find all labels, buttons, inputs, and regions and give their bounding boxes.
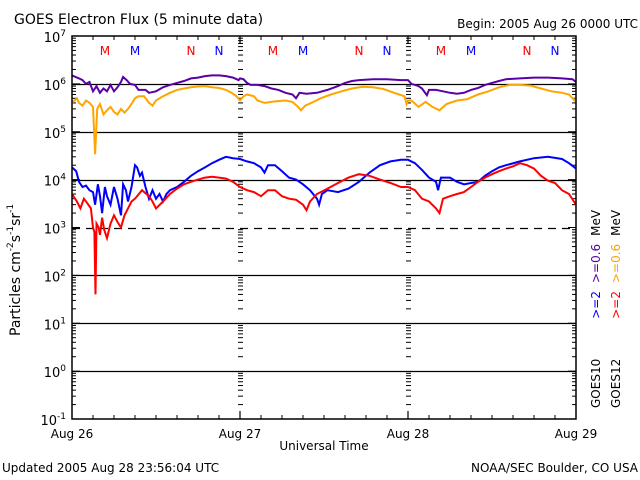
y-tick-label: 100 <box>44 364 67 381</box>
event-marker: M <box>298 44 308 58</box>
y-tick-label: 106 <box>44 77 67 94</box>
plot-frame <box>71 35 577 420</box>
legend-entry: >=0.6 <box>609 244 623 283</box>
legend-unit: MeV <box>609 209 623 236</box>
y-tick-label: 107 <box>44 29 66 46</box>
x-tick-label: Aug 26 <box>51 427 94 441</box>
y-tick-exponent: 5 <box>60 125 66 135</box>
legend-group: GOES10 >=2 >=0.6 MeV <box>589 209 603 408</box>
x-tick-labels: Aug 26 Aug 27 Aug 28 Aug 29 <box>51 427 598 441</box>
legend-satellite: GOES10 <box>589 359 603 408</box>
event-marker: M <box>100 44 110 58</box>
y-tick-label: 104 <box>44 173 67 190</box>
ylabel-exponent: -2 <box>6 242 16 251</box>
reference-lines <box>72 83 576 373</box>
axis-ticks <box>72 35 576 420</box>
y-tick-exponent: 0 <box>60 364 66 374</box>
legend: GOES10 >=2 >=0.6 MeV GOES12 >=2 >=0.6 MeV <box>589 209 623 408</box>
x-tick-label: Aug 29 <box>555 427 598 441</box>
y-tick-exponent: 6 <box>60 77 66 87</box>
chart-subtitle: Begin: 2005 Aug 26 0000 UTC <box>457 17 638 31</box>
ylabel-text: s <box>8 235 24 242</box>
chart-title: GOES Electron Flux (5 minute data) <box>14 12 263 28</box>
y-tick-exponent: 4 <box>60 173 66 183</box>
y-axis-label: Particles cm-2s-1sr-1 <box>6 204 24 336</box>
ylabel-text: Particles cm <box>8 251 24 336</box>
y-tick-base: 10 <box>44 318 61 333</box>
y-tick-exponent: 7 <box>60 29 66 39</box>
footer-credit: NOAA/SEC Boulder, CO USA <box>471 461 639 475</box>
legend-entry: >=0.6 <box>589 244 603 283</box>
y-tick-label: 10-1 <box>40 412 66 429</box>
event-marker: N <box>551 44 560 58</box>
event-marker: N <box>523 44 532 58</box>
ylabel-exponent: -1 <box>6 226 16 235</box>
series-line-goes10-0-6-mev <box>71 74 577 100</box>
y-tick-exponent: -1 <box>57 412 66 422</box>
x-axis-label: Universal Time <box>279 439 368 453</box>
legend-entry: >=2 <box>609 291 623 319</box>
footer-updated: Updated 2005 Aug 28 23:56:04 UTC <box>2 461 219 475</box>
series-lines <box>71 74 577 295</box>
series-line-goes12-0-6-mev <box>71 83 577 155</box>
y-tick-label: 101 <box>44 316 66 333</box>
event-marker: M <box>466 44 476 58</box>
ylabel-text: sr <box>8 213 24 226</box>
y-tick-base: 10 <box>44 175 61 190</box>
event-marker: M <box>130 44 140 58</box>
event-marker: N <box>355 44 364 58</box>
ylabel-exponent: -1 <box>6 204 16 213</box>
y-tick-base: 10 <box>44 79 61 94</box>
y-tick-base: 10 <box>44 223 61 238</box>
legend-satellite: GOES12 <box>609 359 623 408</box>
x-tick-label: Aug 28 <box>387 427 430 441</box>
event-marker: M <box>436 44 446 58</box>
event-marker: N <box>215 44 224 58</box>
y-tick-base: 10 <box>44 31 61 46</box>
legend-group: GOES12 >=2 >=0.6 MeV <box>609 209 623 408</box>
x-tick-label: Aug 27 <box>219 427 262 441</box>
legend-entry: >=2 <box>589 291 603 319</box>
y-tick-exponent: 3 <box>60 221 66 231</box>
y-tick-base: 10 <box>44 366 61 381</box>
series-line-goes12-2-mev <box>71 162 577 295</box>
event-marker: N <box>383 44 392 58</box>
y-tick-label: 103 <box>44 221 66 238</box>
y-tick-exponent: 2 <box>60 268 66 278</box>
legend-unit: MeV <box>589 209 603 236</box>
y-tick-exponent: 1 <box>60 316 66 326</box>
event-marker: N <box>187 44 196 58</box>
y-tick-label: 102 <box>44 268 66 285</box>
y-tick-base: 10 <box>44 127 61 142</box>
y-tick-base: 10 <box>40 414 57 429</box>
series-line-goes10-2-mev <box>71 155 577 216</box>
y-tick-label: 105 <box>44 125 66 142</box>
day-separators <box>238 36 411 419</box>
y-tick-base: 10 <box>44 270 61 285</box>
event-marker: M <box>268 44 278 58</box>
